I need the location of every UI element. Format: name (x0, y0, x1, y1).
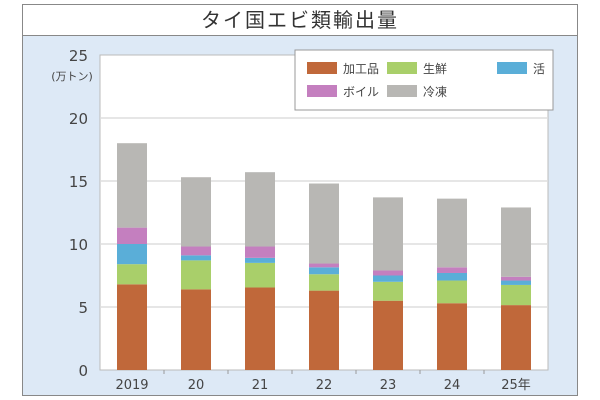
bar-segment-活 (437, 272, 467, 281)
bar-segment-生鮮 (373, 281, 403, 301)
bar-segment-加工品 (245, 287, 275, 370)
x-tick-label: 22 (316, 378, 333, 393)
bar-segment-冷凍 (245, 172, 275, 247)
bar-segment-冷凍 (181, 177, 211, 247)
bar-segment-生鮮 (501, 284, 531, 306)
legend-label: 活 (533, 62, 545, 76)
bar-segment-加工品 (117, 284, 147, 370)
legend-swatch (307, 62, 337, 74)
bar-segment-冷凍 (437, 198, 467, 268)
x-tick-label: 21 (252, 378, 269, 393)
chart-title: タイ国エビ類輸出量 (22, 4, 578, 36)
legend-swatch (497, 62, 527, 74)
y-tick-label: 20 (69, 110, 88, 128)
y-tick-label: 25 (69, 47, 88, 65)
bar-segment-冷凍 (117, 143, 147, 228)
bar-segment-冷凍 (501, 207, 531, 277)
bar-segment-ボイル (501, 276, 531, 281)
bar-segment-ボイル (117, 227, 147, 244)
bar-segment-活 (117, 244, 147, 265)
bar-segment-加工品 (181, 289, 211, 370)
bar-segment-冷凍 (309, 183, 339, 264)
legend-label: 冷凍 (423, 85, 447, 99)
x-tick-label: 20 (188, 378, 205, 393)
legend-swatch (307, 85, 337, 97)
bar-segment-加工品 (437, 303, 467, 370)
legend-swatch (387, 62, 417, 74)
y-tick-label: 5 (78, 299, 88, 317)
bar-segment-ボイル (245, 246, 275, 258)
x-tick-label: 25年 (501, 378, 531, 393)
bar-segment-活 (181, 255, 211, 261)
bar-segment-加工品 (501, 305, 531, 370)
legend-swatch (387, 85, 417, 97)
bar-segment-活 (309, 267, 339, 275)
bar-segment-活 (501, 280, 531, 285)
x-tick-label: 24 (444, 378, 461, 393)
x-tick-label: 23 (380, 378, 397, 393)
bar-segment-加工品 (373, 300, 403, 370)
legend-label: 加工品 (343, 62, 379, 76)
bar-segment-活 (245, 257, 275, 263)
bar-segment-生鮮 (437, 280, 467, 304)
x-tick-label: 2019 (115, 378, 148, 393)
bar-segment-生鮮 (309, 274, 339, 291)
bar-segment-ボイル (309, 263, 339, 268)
bar-segment-冷凍 (373, 197, 403, 271)
legend-box (294, 49, 554, 111)
legend-label: 生鮮 (423, 62, 447, 76)
bar-segment-加工品 (309, 290, 339, 370)
legend-label: ボイル (343, 85, 379, 99)
bar-segment-ボイル (437, 267, 467, 273)
bar-segment-ボイル (181, 246, 211, 256)
bar-segment-生鮮 (245, 262, 275, 288)
bar-segment-ボイル (373, 270, 403, 276)
y-tick-label: 0 (78, 362, 88, 380)
bar-segment-生鮮 (181, 260, 211, 290)
y-axis-unit: (万トン) (51, 70, 93, 83)
y-tick-label: 10 (69, 236, 88, 254)
bar-segment-生鮮 (117, 264, 147, 285)
bar-segment-活 (373, 275, 403, 282)
y-tick-label: 15 (69, 173, 88, 191)
